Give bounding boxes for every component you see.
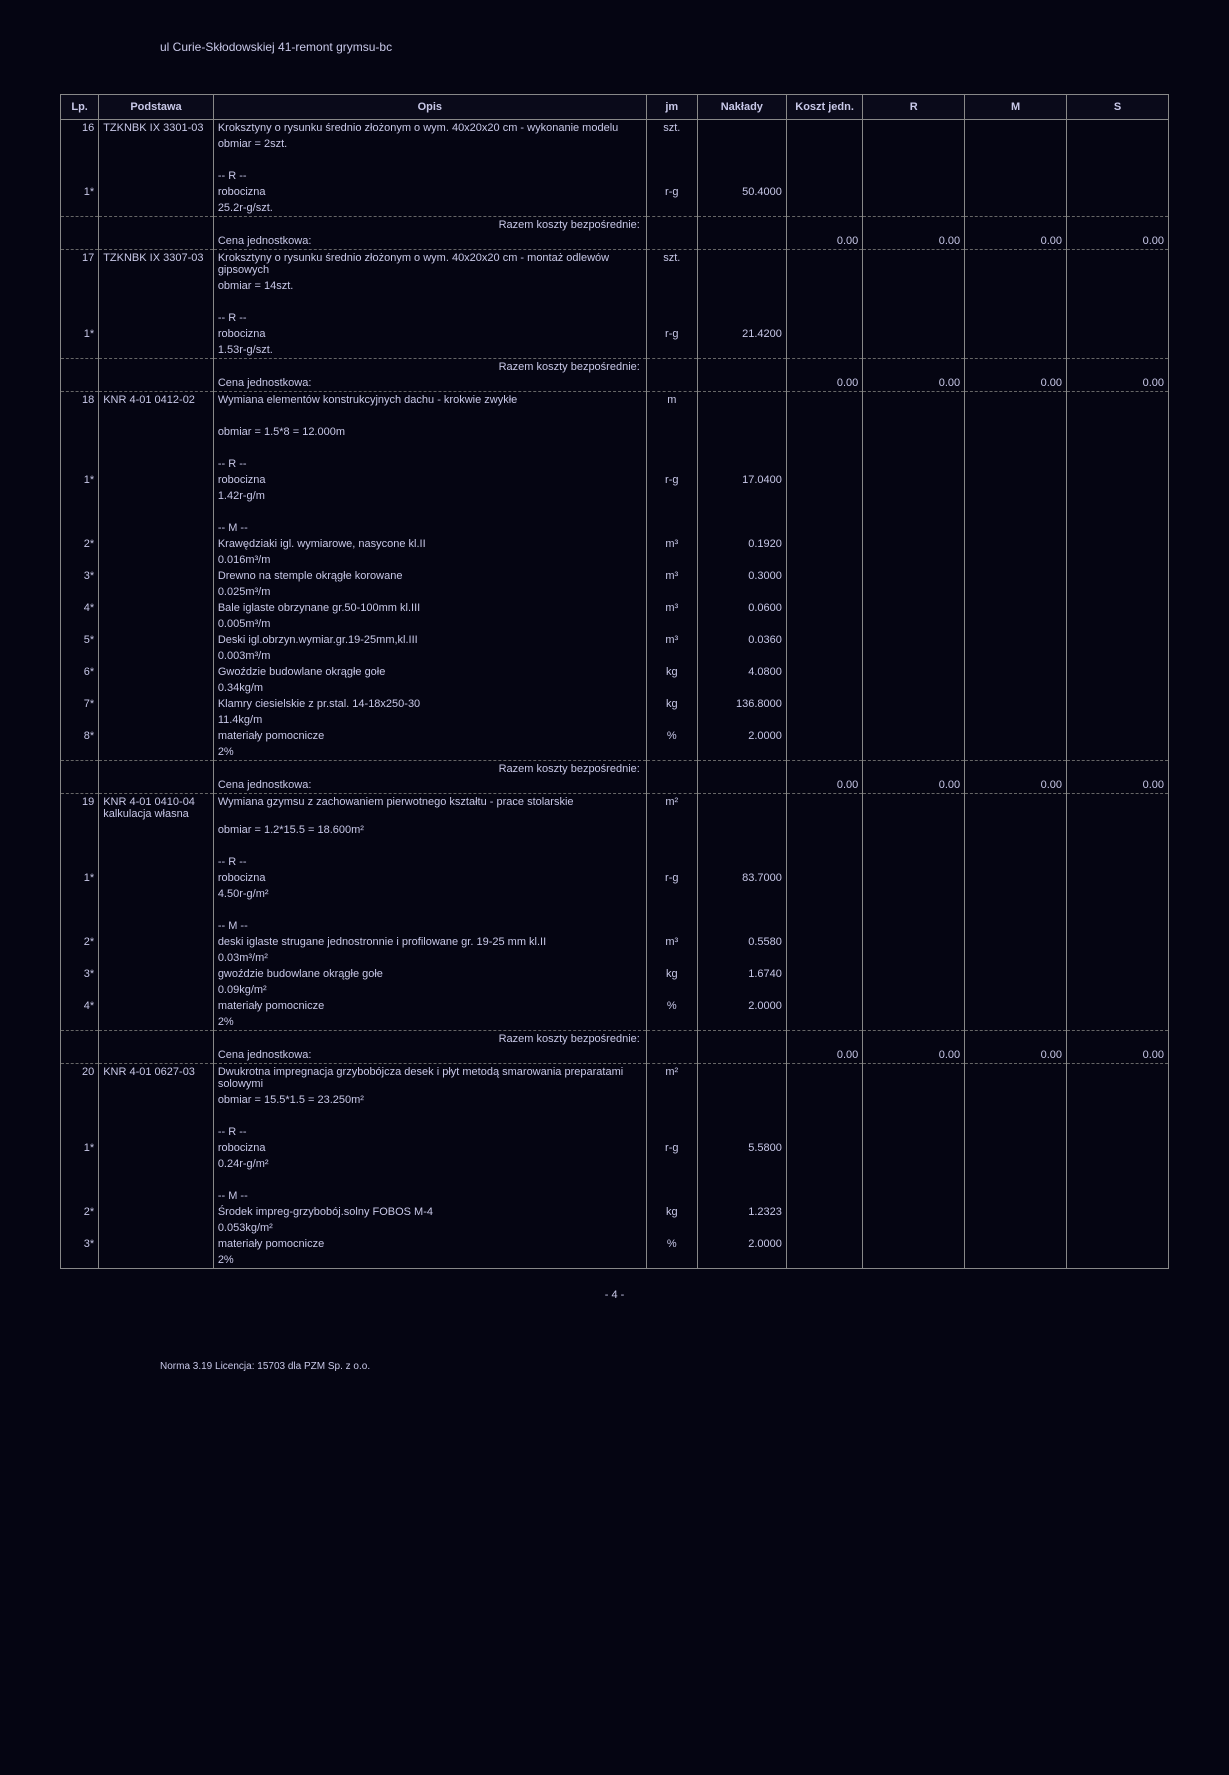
table-row: 1* robociznar-g21.4200: [61, 326, 1169, 342]
table-row: 4* Bale iglaste obrzynane gr.50-100mm kl…: [61, 600, 1169, 616]
table-row: obmiar = 1.2*15.5 = 18.600m²: [61, 822, 1169, 838]
table-row: 1.42r-g/m: [61, 488, 1169, 504]
table-row: -- R --: [61, 1124, 1169, 1140]
table-header-row: Lp. Podstawa Opis jm Nakłady Koszt jedn.…: [61, 95, 1169, 120]
table-row: Cena jednostkowa: 0.000.000.000.00: [61, 375, 1169, 392]
table-row: 8* materiały pomocnicze%2.0000: [61, 728, 1169, 744]
table-row: [61, 1172, 1169, 1188]
col-naklady: Nakłady: [697, 95, 786, 120]
table-row: 2* deski iglaste strugane jednostronnie …: [61, 934, 1169, 950]
table-row: 0.09kg/m²: [61, 982, 1169, 998]
table-row: 2%: [61, 744, 1169, 761]
table-row: Razem koszty bezpośrednie:: [61, 217, 1169, 234]
table-row: 1* robociznar-g5.5800: [61, 1140, 1169, 1156]
table-row: 3* Drewno na stemple okrągłe korowanem³0…: [61, 568, 1169, 584]
table-row: obmiar = 15.5*1.5 = 23.250m²: [61, 1092, 1169, 1108]
col-jm: jm: [646, 95, 697, 120]
table-row: [61, 152, 1169, 168]
table-row: Cena jednostkowa: 0.000.000.000.00: [61, 777, 1169, 794]
table-row: 0.03m³/m²: [61, 950, 1169, 966]
table-row: 0.025m³/m: [61, 584, 1169, 600]
footer-license: Norma 3.19 Licencja: 15703 dla PZM Sp. z…: [160, 1361, 1169, 1372]
table-row: [61, 408, 1169, 424]
table-row: Razem koszty bezpośrednie:: [61, 359, 1169, 376]
table-row: 3* materiały pomocnicze%2.0000: [61, 1236, 1169, 1252]
table-row: obmiar = 2szt.: [61, 136, 1169, 152]
table-row: 4* materiały pomocnicze%2.0000: [61, 998, 1169, 1014]
table-row: 20KNR 4-01 0627-03Dwukrotna impregnacja …: [61, 1064, 1169, 1093]
col-m: M: [965, 95, 1067, 120]
col-r: R: [863, 95, 965, 120]
table-row: obmiar = 14szt.: [61, 278, 1169, 294]
page-number: - 4 -: [60, 1289, 1169, 1301]
col-opis: Opis: [213, 95, 646, 120]
table-row: 1* robociznar-g50.4000: [61, 184, 1169, 200]
page-title: ul Curie-Skłodowskiej 41-remont grymsu-b…: [160, 40, 1169, 54]
table-row: [61, 838, 1169, 854]
table-row: -- R --: [61, 168, 1169, 184]
table-row: 1* robociznar-g17.0400: [61, 472, 1169, 488]
table-row: Razem koszty bezpośrednie:: [61, 761, 1169, 778]
table-row: -- M --: [61, 918, 1169, 934]
table-row: 3* gwoździe budowlane okrągłe gołekg1.67…: [61, 966, 1169, 982]
table-row: 0.005m³/m: [61, 616, 1169, 632]
table-row: [61, 902, 1169, 918]
table-row: 0.053kg/m²: [61, 1220, 1169, 1236]
table-row: -- R --: [61, 854, 1169, 870]
table-row: -- M --: [61, 1188, 1169, 1204]
table-row: 6* Gwoździe budowlane okrągłe gołekg4.08…: [61, 664, 1169, 680]
table-row: Razem koszty bezpośrednie:: [61, 1031, 1169, 1048]
table-row: 5* Deski igl.obrzyn.wymiar.gr.19-25mm,kl…: [61, 632, 1169, 648]
table-row: 17TZKNBK IX 3307-03Kroksztyny o rysunku …: [61, 250, 1169, 279]
table-row: -- R --: [61, 310, 1169, 326]
table-row: 1.53r-g/szt.: [61, 342, 1169, 359]
table-row: -- R --: [61, 456, 1169, 472]
table-row: obmiar = 1.5*8 = 12.000m: [61, 424, 1169, 440]
col-koszt: Koszt jedn.: [786, 95, 862, 120]
table-row: 2* Krawędziaki igl. wymiarowe, nasycone …: [61, 536, 1169, 552]
table-row: [61, 440, 1169, 456]
table-row: 19KNR 4-01 0410-04 kalkulacja własnaWymi…: [61, 794, 1169, 823]
table-row: 2%: [61, 1014, 1169, 1031]
table-row: 18KNR 4-01 0412-02Wymiana elementów kons…: [61, 392, 1169, 409]
table-row: 2%: [61, 1252, 1169, 1269]
cost-estimate-table: Lp. Podstawa Opis jm Nakłady Koszt jedn.…: [60, 94, 1169, 1269]
table-row: [61, 504, 1169, 520]
table-row: [61, 1108, 1169, 1124]
table-row: [61, 294, 1169, 310]
table-row: 2* Środek impreg-grzybobój.solny FOBOS M…: [61, 1204, 1169, 1220]
table-row: 1* robociznar-g83.7000: [61, 870, 1169, 886]
table-row: 0.34kg/m: [61, 680, 1169, 696]
table-row: 16TZKNBK IX 3301-03Kroksztyny o rysunku …: [61, 120, 1169, 137]
table-row: 4.50r-g/m²: [61, 886, 1169, 902]
col-lp: Lp.: [61, 95, 99, 120]
table-row: 0.24r-g/m²: [61, 1156, 1169, 1172]
table-row: Cena jednostkowa: 0.000.000.000.00: [61, 1047, 1169, 1064]
table-row: 7* Klamry ciesielskie z pr.stal. 14-18x2…: [61, 696, 1169, 712]
table-row: -- M --: [61, 520, 1169, 536]
table-row: 0.016m³/m: [61, 552, 1169, 568]
table-row: 25.2r-g/szt.: [61, 200, 1169, 217]
table-row: Cena jednostkowa: 0.000.000.000.00: [61, 233, 1169, 250]
table-row: 11.4kg/m: [61, 712, 1169, 728]
col-s: S: [1067, 95, 1169, 120]
col-podstawa: Podstawa: [99, 95, 214, 120]
table-row: 0.003m³/m: [61, 648, 1169, 664]
